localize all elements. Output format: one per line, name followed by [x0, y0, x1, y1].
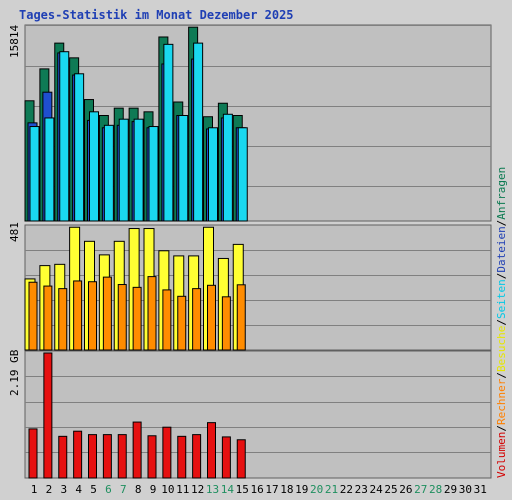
bar-volumen — [73, 430, 83, 479]
x-tick-label: 17 — [265, 483, 278, 496]
bar-volumen — [207, 422, 216, 479]
legend-separator: / — [495, 319, 508, 326]
bar-volumen — [221, 436, 231, 479]
x-tick-label: 28 — [429, 483, 442, 496]
bar-seiten — [59, 51, 70, 222]
bar-rechner — [192, 288, 202, 351]
legend-separator: / — [495, 372, 508, 379]
x-tick-label: 7 — [120, 483, 127, 496]
y-axis-max-label: 15814 — [8, 25, 21, 58]
bar-rechner — [207, 284, 216, 351]
x-tick-label: 24 — [370, 483, 384, 496]
bar-volumen — [58, 435, 68, 479]
bar-seiten — [178, 114, 189, 222]
x-tick-label: 27 — [414, 483, 427, 496]
x-tick-label: 9 — [150, 483, 157, 496]
bar-rechner — [132, 286, 142, 351]
x-tick-label: 10 — [161, 483, 174, 496]
bar-volumen — [88, 434, 97, 479]
x-tick-label: 4 — [75, 483, 82, 496]
legend-separator: / — [495, 273, 508, 280]
bar-seiten — [44, 117, 55, 222]
bar-seiten — [208, 127, 218, 222]
legend-item-rechner: Rechner — [495, 378, 508, 425]
legend-item-volumen: Volumen — [495, 432, 508, 478]
bar-seiten — [103, 124, 114, 222]
x-tick-label: 11 — [176, 483, 189, 496]
bar-seiten — [133, 118, 144, 222]
legend-item-anfragen: Anfragen — [495, 167, 508, 220]
x-tick-label: 22 — [340, 483, 353, 496]
bar-seiten — [74, 73, 85, 222]
x-tick-label: 20 — [310, 483, 323, 496]
x-tick-label: 30 — [459, 483, 472, 496]
x-tick-label: 21 — [325, 483, 338, 496]
x-tick-label: 3 — [60, 483, 67, 496]
y-axis-max-label: 2.19 GB — [8, 349, 21, 396]
x-tick-label: 5 — [90, 483, 97, 496]
legend-separator: / — [495, 220, 508, 227]
legend-text: Volumen/Rechner/Besuche/Seiten/Dateien/A… — [495, 167, 508, 478]
x-axis-labels: 1 2 3 4 5 6 7 8 9 10 11 12 13 14 15 16 17 18 19 20 21 22 23 24 2… — [31, 483, 487, 496]
bar-volumen — [102, 434, 112, 479]
x-tick-label: 29 — [444, 483, 457, 496]
bar-rechner — [73, 280, 83, 351]
bar-rechner — [177, 295, 187, 351]
bar-volumen — [132, 421, 142, 479]
bar-rechner — [58, 288, 68, 351]
x-tick-label: 26 — [399, 483, 412, 496]
bar-rechner — [28, 281, 38, 351]
bar-seiten — [163, 43, 174, 222]
bar-seiten — [222, 113, 233, 222]
legend-item-besuche: Besuche — [495, 326, 508, 372]
bar-rechner — [43, 285, 53, 351]
x-tick-label: 2 — [46, 483, 53, 496]
x-tick-label: 8 — [135, 483, 142, 496]
bar-volumen — [177, 435, 187, 479]
bar-seiten — [148, 126, 159, 222]
bar-seiten — [118, 118, 129, 222]
x-tick-label: 15 — [236, 483, 249, 496]
bar-seiten — [237, 127, 248, 222]
plot-panel-3 — [24, 350, 492, 479]
y-axis-max-label: 481 — [8, 222, 21, 242]
x-tick-label: 1 — [31, 483, 38, 496]
bar-volumen — [117, 434, 127, 479]
bar-rechner — [88, 281, 97, 351]
bar-rechner — [162, 289, 172, 351]
y-axis-labels: 15814 481 2.19 GB — [8, 25, 21, 396]
x-tick-label: 6 — [105, 483, 112, 496]
bar-volumen — [147, 435, 157, 479]
x-tick-label: 19 — [295, 483, 308, 496]
legend-item-dateien: Dateien — [495, 226, 508, 272]
x-tick-label: 14 — [221, 483, 235, 496]
x-tick-label: 13 — [206, 483, 219, 496]
chart-bars — [24, 26, 248, 479]
bar-seiten — [193, 42, 204, 222]
bar-rechner — [236, 284, 246, 351]
x-tick-label: 23 — [355, 483, 368, 496]
legend-separator: / — [495, 425, 508, 432]
legend-item-seiten: Seiten — [495, 279, 508, 319]
x-tick-label: 25 — [384, 483, 397, 496]
bar-volumen — [192, 434, 202, 479]
bar-seiten — [89, 111, 99, 222]
bar-volumen — [162, 426, 172, 479]
chart-title: Tages-Statistik im Monat Dezember 2025 — [19, 8, 294, 22]
bar-rechner — [221, 296, 231, 351]
bar-rechner — [117, 284, 127, 351]
legend: Volumen/Rechner/Besuche/Seiten/Dateien/A… — [495, 167, 508, 478]
bar-rechner — [147, 276, 157, 351]
bar-volumen — [236, 439, 246, 479]
bar-seiten — [29, 126, 40, 222]
bar-volumen — [43, 352, 53, 479]
x-tick-label: 31 — [474, 483, 487, 496]
x-tick-label: 18 — [280, 483, 293, 496]
x-tick-label: 16 — [251, 483, 264, 496]
bar-rechner — [102, 276, 112, 351]
bar-volumen — [28, 428, 38, 479]
x-tick-label: 12 — [191, 483, 204, 496]
